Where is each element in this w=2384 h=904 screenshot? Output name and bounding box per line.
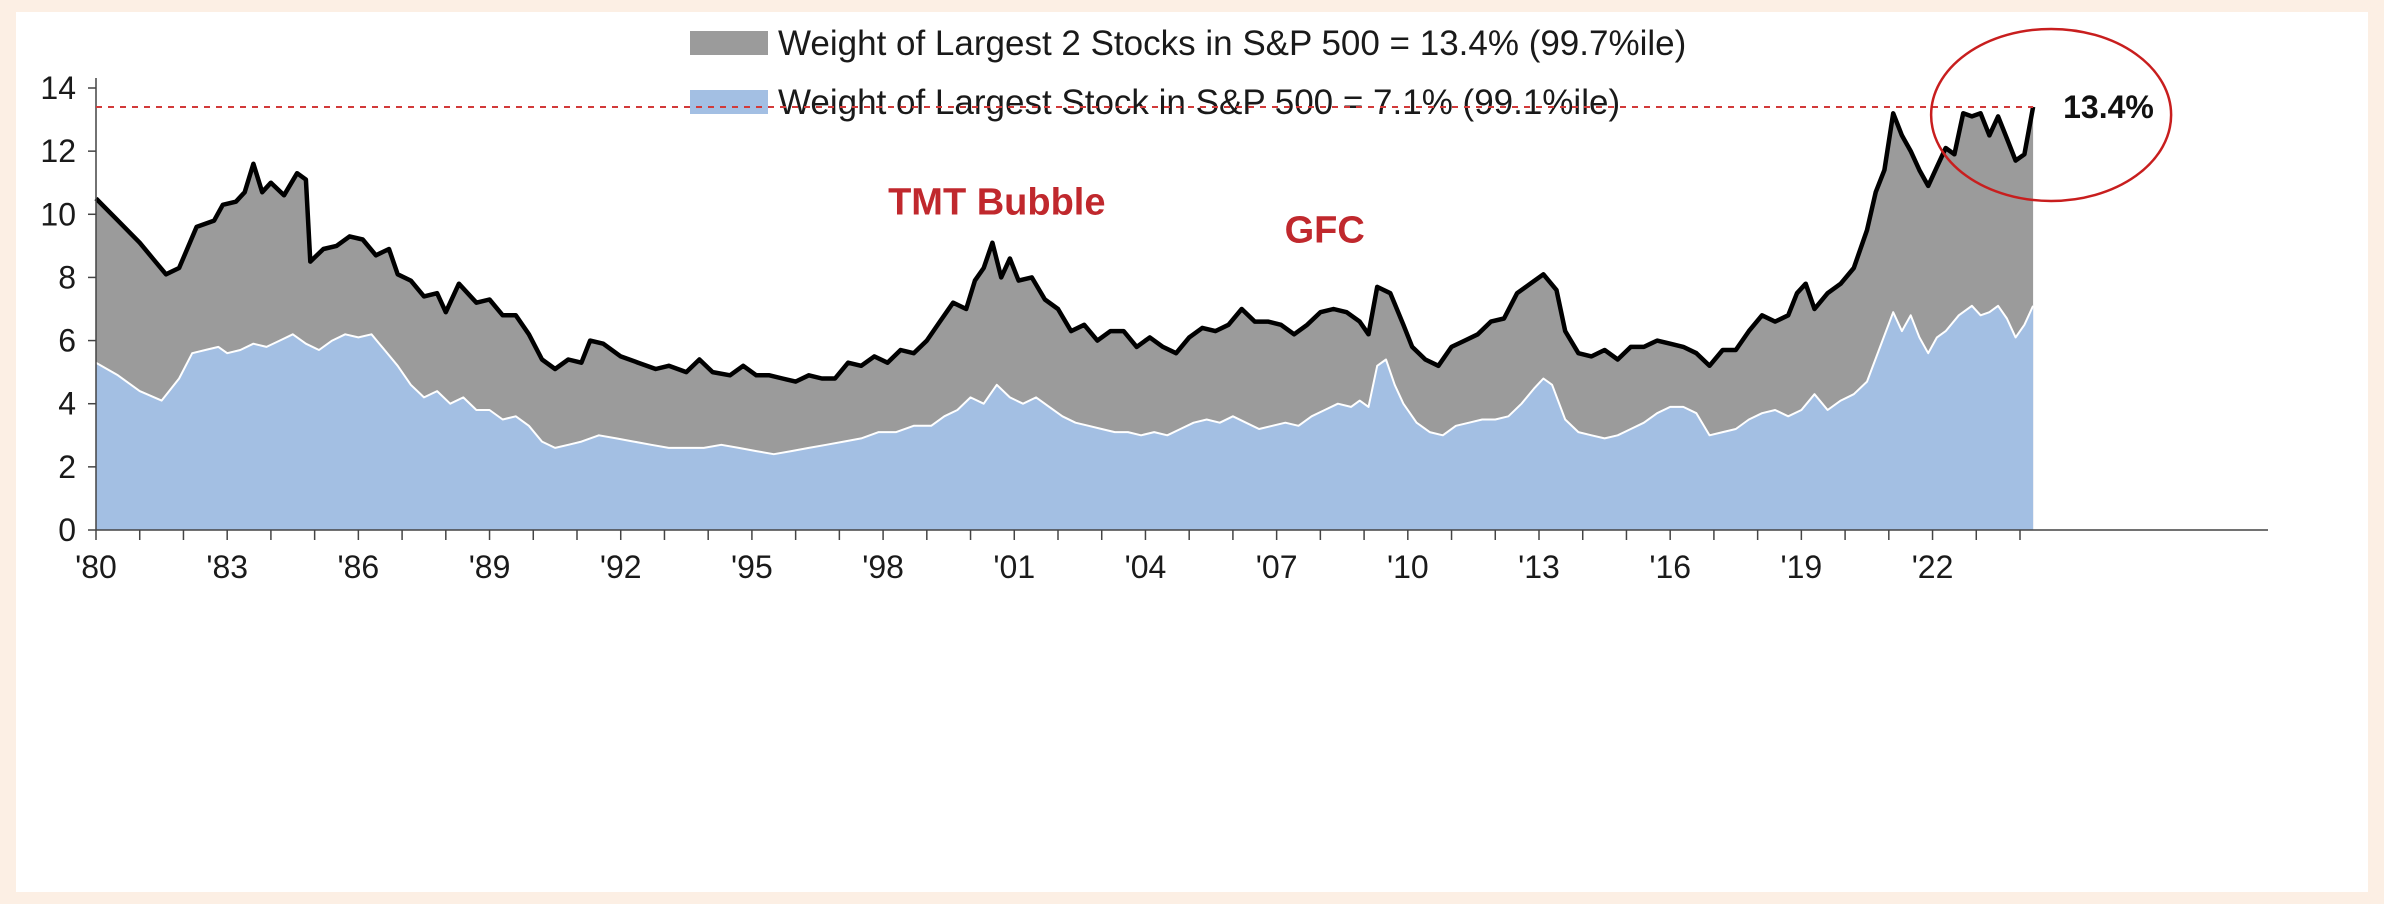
legend-swatch-largest-2 [690, 31, 768, 55]
legend-label-largest-2: Weight of Largest 2 Stocks in S&P 500 = … [778, 24, 1686, 63]
legend: Weight of Largest 2 Stocks in S&P 500 = … [690, 24, 1686, 122]
x-tick-label: '07 [1256, 549, 1298, 585]
x-tick-label: '04 [1125, 549, 1167, 585]
y-tick-label: 0 [58, 512, 76, 548]
x-tick-label: '10 [1387, 549, 1429, 585]
annotation-gfc: GFC [1285, 210, 1365, 252]
x-tick-label: '16 [1649, 549, 1691, 585]
y-tick-label: 6 [58, 323, 76, 359]
x-tick-label: '13 [1518, 549, 1560, 585]
legend-swatch-largest-1 [690, 90, 768, 114]
y-tick-label: 2 [58, 449, 76, 485]
series-line-largest-2 [94, 106, 2036, 384]
callout-label: 13.4% [2063, 89, 2154, 125]
x-tick-label: '80 [75, 549, 117, 585]
chart-card: Weight of Largest 2 Stocks in S&P 500 = … [16, 12, 2368, 892]
x-tick-label: '19 [1781, 549, 1823, 585]
y-tick-label: 14 [40, 70, 76, 106]
y-tick-label: 8 [58, 259, 76, 295]
chart: Weight of Largest 2 Stocks in S&P 500 = … [40, 24, 2268, 585]
series-line-largest-1 [95, 304, 2035, 456]
x-tick-label: '22 [1912, 549, 1954, 585]
annotation-tmt-bubble: TMT Bubble [888, 181, 1105, 223]
legend-label-largest-1: Weight of Largest Stock in S&P 500 = 7.1… [778, 83, 1620, 122]
callout-circle [1929, 27, 2173, 203]
overlays: TMT Bubble GFC 13.4% [96, 27, 2173, 252]
x-tick-label: '98 [862, 549, 904, 585]
axes: 0 2 4 6 8 10 12 14 '80 '83 '86 '89 '92 '95 '98 '01 '04 '0… [40, 70, 2268, 585]
x-tick-label: '83 [206, 549, 248, 585]
x-tick-label: '89 [469, 549, 511, 585]
x-tick-label: '01 [993, 549, 1035, 585]
x-tick-label: '92 [600, 549, 642, 585]
y-tick-label: 12 [40, 133, 76, 169]
plot-areas [94, 106, 2036, 531]
x-tick-label: '86 [338, 549, 380, 585]
y-tick-label: 10 [40, 196, 76, 232]
x-tick-label: '95 [731, 549, 773, 585]
y-tick-label: 4 [58, 386, 76, 422]
